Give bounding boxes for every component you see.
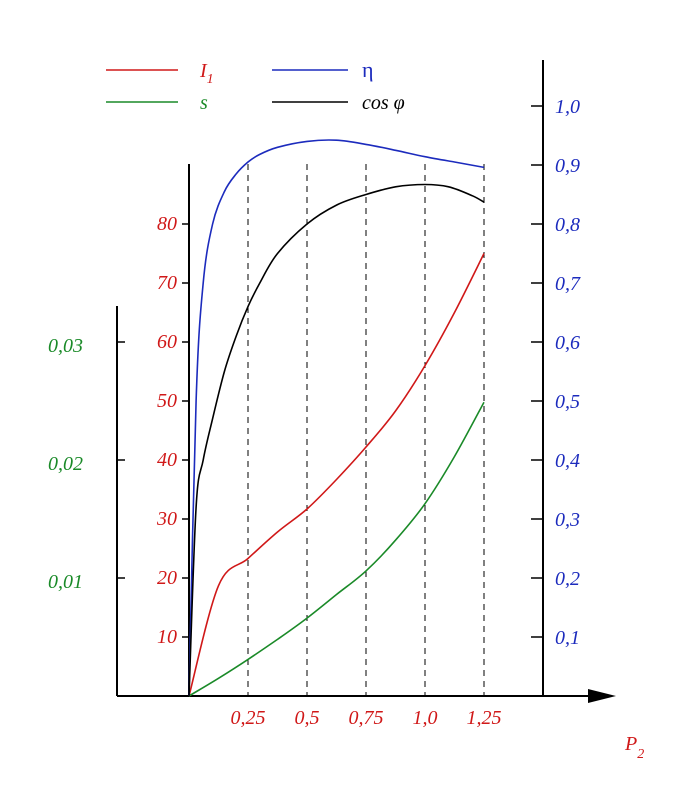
unit-tick-label: 0,2 [555, 568, 580, 590]
x-axis-arrow [588, 689, 616, 703]
legend-item-current: I1 [106, 60, 214, 87]
legend-label: I1 [199, 60, 214, 87]
current-tick-label: 50 [157, 390, 177, 412]
slip-curve [188, 401, 485, 697]
current-tick-label: 20 [157, 567, 177, 589]
current-tick-label: 10 [157, 626, 177, 648]
x-tick-label: 0,75 [349, 707, 384, 729]
unit-tick-label: 0,5 [555, 391, 580, 413]
unit-tick-label: 0,6 [555, 332, 580, 354]
slip-tick-label: 0,03 [48, 335, 83, 357]
legend-label: cos φ [362, 92, 405, 114]
unit-tick-label: 0,8 [555, 214, 580, 236]
x-tick-label: 1,0 [413, 707, 438, 729]
current-tick-label: 30 [156, 508, 177, 530]
legend-item-power-factor: cos φ [272, 92, 405, 114]
axes [116, 60, 616, 703]
x-tick-label: 0,25 [231, 707, 266, 729]
legend-label: η [362, 57, 374, 82]
x-gridlines [247, 164, 485, 696]
current-tick-label: 40 [157, 449, 177, 471]
unit-tick-label: 0,7 [555, 273, 581, 295]
legend-label: s [200, 92, 208, 114]
legend: I1 η s cos φ [106, 57, 405, 114]
unit-tick-label: 1,0 [555, 96, 580, 118]
power-factor-curve [188, 183, 485, 697]
x-tick-label: 0,5 [295, 707, 320, 729]
legend-item-efficiency: η [272, 57, 374, 82]
current-tick-label: 80 [157, 213, 177, 235]
unit-tick-label: 0,9 [555, 155, 580, 177]
current-tick-label: 70 [157, 272, 177, 294]
unit-tick-label: 0,3 [555, 509, 580, 531]
slip-tick-label: 0,01 [48, 571, 83, 593]
curves [188, 139, 485, 697]
current-tick-label: 60 [157, 331, 177, 353]
legend-item-slip: s [106, 92, 208, 114]
current-curve [188, 253, 485, 697]
unit-tick-label: 0,1 [555, 627, 580, 649]
slip-tick-label: 0,02 [48, 453, 83, 475]
unit-tick-label: 0,4 [555, 450, 580, 472]
efficiency-curve [188, 139, 485, 697]
tick-labels: 10 20 30 40 50 60 70 80 0,01 0,02 0,03 0,1 0,2 0,3 0,4… [48, 96, 644, 762]
x-axis-label: P2 [624, 733, 644, 762]
x-tick-label: 1,25 [467, 707, 502, 729]
